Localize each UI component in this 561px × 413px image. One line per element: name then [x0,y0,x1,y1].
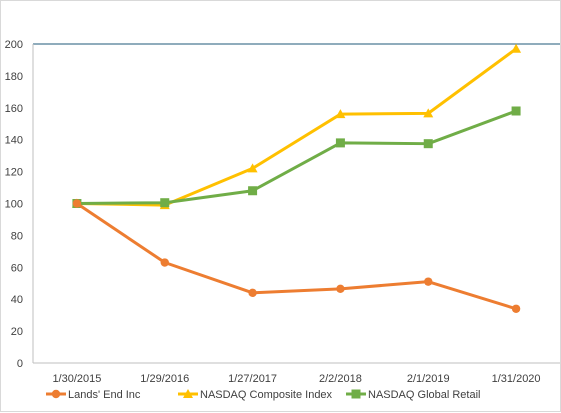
data-point-nasdaq-global-retail [248,186,258,196]
y-axis-labels: 0 20 40 60 80 100 120 140 160 180 200 [5,39,23,370]
data-point-lands-end-inc [248,288,257,298]
series-line-nasdaq-global-retail [76,109,517,205]
y-tick-label: 20 [11,326,23,338]
y-tick-label: 40 [11,294,23,306]
data-point-nasdaq-global-retail [335,138,345,148]
series-line-nasdaq-composite-index [76,47,517,207]
data-point-nasdaq-composite-index [511,43,522,53]
y-tick-label: 160 [5,103,23,115]
y-tick-label: 80 [11,230,23,242]
x-axis-labels: 1/30/2015 1/29/2016 1/27/2017 2/2/2018 2/1/2… [52,373,540,385]
series-lands-end-inc [72,199,521,313]
data-point-nasdaq-composite-index [247,163,258,173]
y-tick-label: 120 [5,167,23,179]
legend-item-nasdaq-global-retail: NASDAQ Global Retail [346,389,481,401]
y-tick-label: 100 [5,199,23,211]
legend-swatch-marker [51,389,61,399]
x-tick-label: 1/27/2017 [228,373,277,385]
data-point-nasdaq-composite-index [423,108,434,118]
y-tick-label: 140 [5,135,23,147]
series-nasdaq-composite-index [71,43,522,210]
y-tick-label: 200 [5,39,23,51]
data-point-nasdaq-global-retail [423,139,433,149]
x-tick-label: 1/31/2020 [492,373,541,385]
data-point-lands-end-inc [424,277,433,286]
data-point-lands-end-inc [72,199,82,208]
legend-swatch-marker [183,389,193,398]
x-tick-label: 1/29/2016 [140,373,189,385]
legend-swatch-marker [351,389,361,399]
axes [32,43,560,364]
y-tick-label: 60 [11,262,23,274]
x-tick-label: 1/30/2015 [52,373,101,385]
legend-label: NASDAQ Global Retail [368,389,481,401]
legend-item-nasdaq-composite-index: NASDAQ Composite Index [178,389,333,401]
series-nasdaq-global-retail [72,106,521,208]
data-point-nasdaq-global-retail [511,106,521,116]
data-point-lands-end-inc [336,284,345,294]
y-tick-label: 180 [5,71,23,83]
x-tick-label: 2/1/2019 [407,373,450,385]
data-point-lands-end-inc [160,258,169,267]
legend-label: Lands' End Inc [68,389,141,401]
data-point-lands-end-inc [511,304,521,313]
legend: Lands' End Inc NASDAQ Composite Index NASD… [46,389,481,401]
legend-item-lands-end-inc: Lands' End Inc [46,389,141,401]
series-group [71,43,522,313]
data-point-nasdaq-global-retail [160,198,170,208]
legend-label: NASDAQ Composite Index [200,389,333,401]
series-line-lands-end-inc [76,202,517,311]
y-tick-label: 0 [17,358,23,370]
x-tick-label: 2/2/2018 [319,373,362,385]
data-point-nasdaq-composite-index [335,109,346,119]
